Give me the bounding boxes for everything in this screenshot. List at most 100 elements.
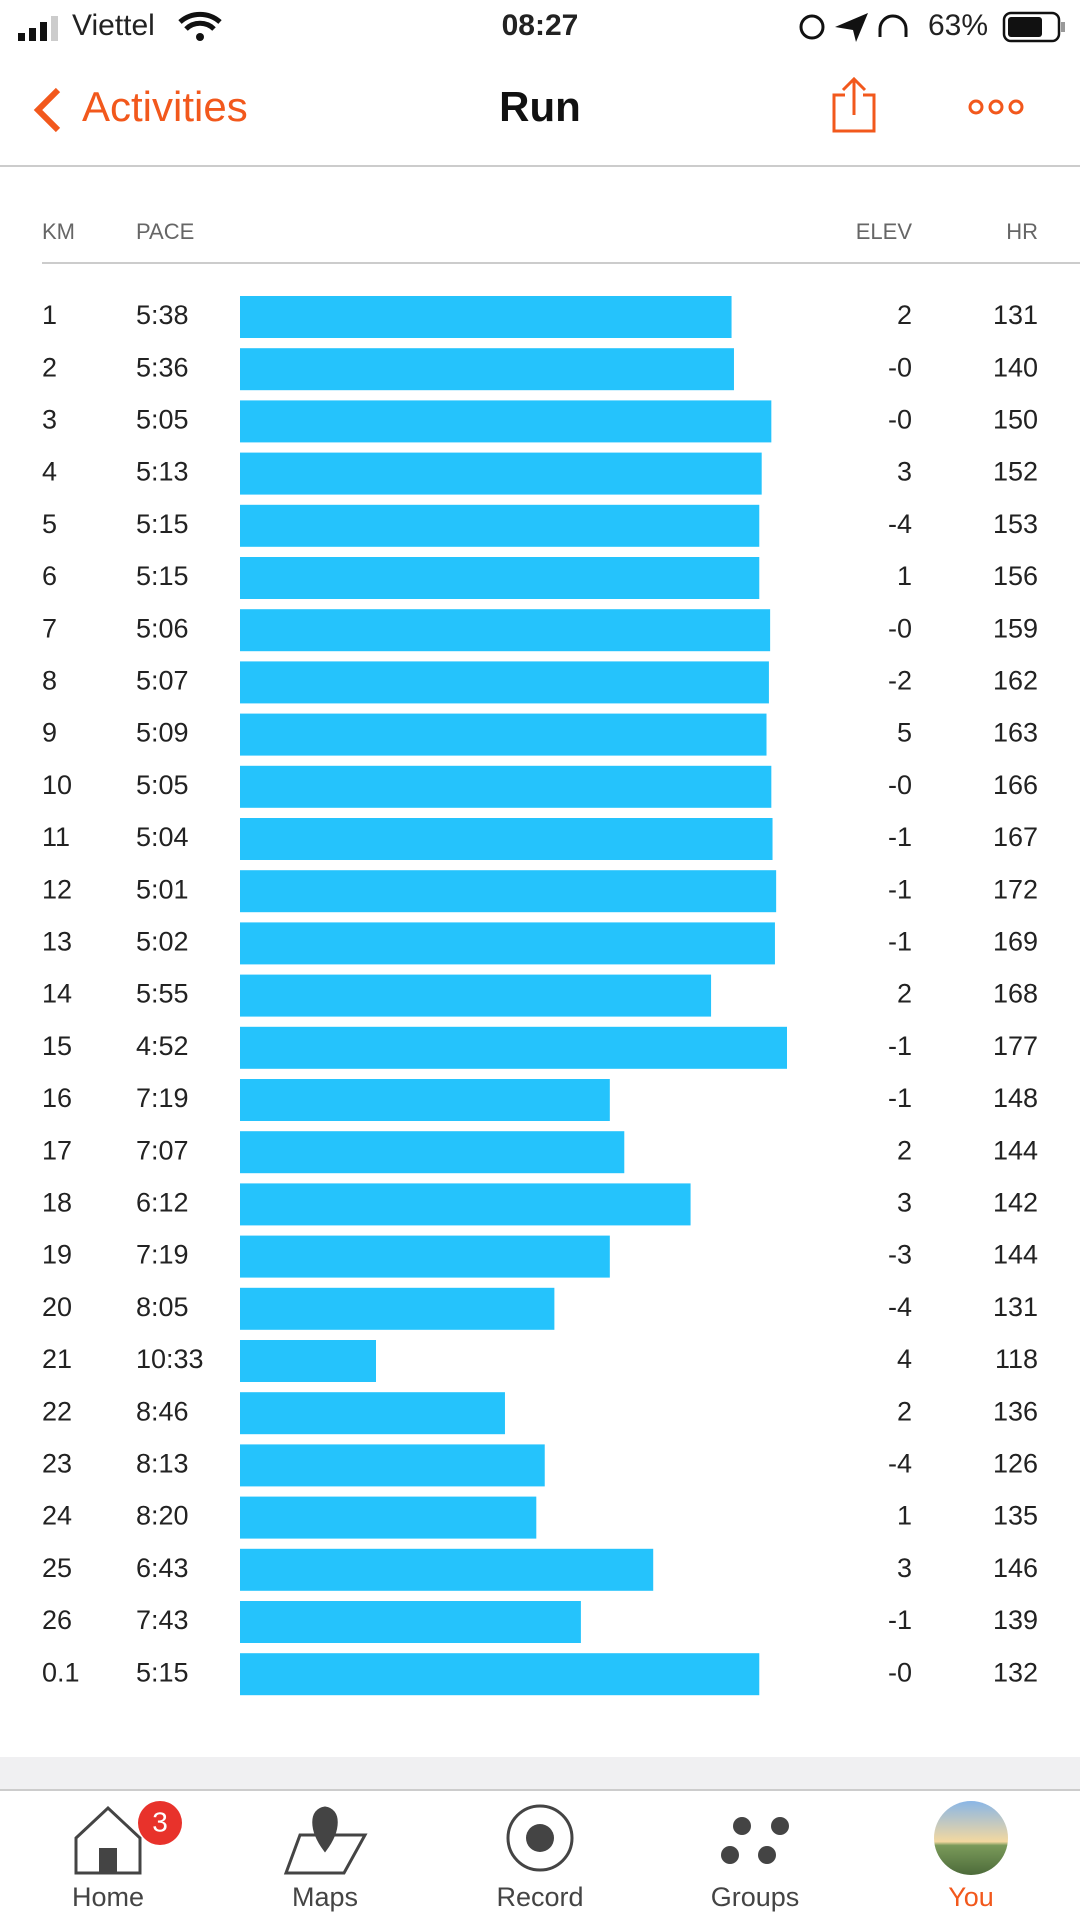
km-cell: 14 bbox=[42, 979, 72, 1009]
tab-label[interactable]: Home bbox=[72, 1882, 144, 1912]
km-cell: 19 bbox=[42, 1240, 72, 1270]
pace-bar bbox=[240, 1496, 537, 1539]
pace-cell: 7:43 bbox=[136, 1605, 189, 1635]
pace-bar bbox=[240, 1026, 787, 1069]
elev-cell: -1 bbox=[888, 1083, 912, 1113]
pace-bar bbox=[240, 609, 771, 652]
clock: 08:27 bbox=[502, 9, 579, 42]
elev-cell: 3 bbox=[897, 1553, 912, 1583]
tab-you-avatar[interactable] bbox=[934, 1801, 1008, 1875]
elev-cell: -1 bbox=[888, 874, 912, 904]
elev-cell: -0 bbox=[888, 770, 912, 800]
pace-cell: 5:02 bbox=[136, 927, 189, 957]
hr-cell: 136 bbox=[993, 1396, 1038, 1426]
more-button[interactable] bbox=[968, 99, 1024, 115]
tab-label[interactable]: You bbox=[948, 1882, 994, 1912]
elev-cell: 3 bbox=[897, 457, 912, 487]
elev-cell: -0 bbox=[888, 1657, 912, 1687]
km-cell: 9 bbox=[42, 718, 57, 748]
elev-cell: 2 bbox=[897, 1396, 912, 1426]
back-button[interactable]: Activities bbox=[82, 83, 248, 130]
km-cell: 0.1 bbox=[42, 1657, 80, 1687]
pace-cell: 5:38 bbox=[136, 300, 189, 330]
elev-cell: -4 bbox=[888, 1449, 912, 1479]
status-bar: Viettel 08:27 63% bbox=[18, 9, 1065, 43]
km-cell: 26 bbox=[42, 1605, 72, 1635]
km-cell: 18 bbox=[42, 1188, 72, 1218]
km-cell: 17 bbox=[42, 1135, 72, 1165]
pace-cell: 8:05 bbox=[136, 1292, 189, 1322]
elev-cell: -1 bbox=[888, 1605, 912, 1635]
pace-bar bbox=[240, 974, 712, 1017]
column-header: ELEV bbox=[856, 219, 913, 244]
elev-cell: -1 bbox=[888, 822, 912, 852]
elev-cell: 1 bbox=[897, 561, 912, 591]
column-header: HR bbox=[1006, 219, 1038, 244]
elev-cell: -0 bbox=[888, 352, 912, 382]
share-button[interactable] bbox=[832, 76, 876, 133]
pace-bar bbox=[240, 1340, 376, 1382]
hr-cell: 139 bbox=[993, 1605, 1038, 1635]
pace-bar bbox=[240, 1653, 760, 1696]
pace-bar bbox=[240, 713, 767, 756]
tab-home[interactable]: 3 bbox=[74, 1801, 182, 1875]
pace-bar bbox=[240, 1183, 691, 1226]
elev-cell: -4 bbox=[888, 1292, 912, 1322]
km-cell: 11 bbox=[42, 822, 70, 852]
km-cell: 23 bbox=[42, 1449, 72, 1479]
pace-bar bbox=[240, 1079, 610, 1121]
km-cell: 13 bbox=[42, 927, 72, 957]
pace-bar bbox=[240, 504, 760, 547]
hr-cell: 166 bbox=[993, 770, 1038, 800]
pace-bar bbox=[240, 557, 760, 599]
hr-cell: 146 bbox=[993, 1553, 1038, 1583]
hr-cell: 162 bbox=[993, 666, 1038, 696]
pace-cell: 10:33 bbox=[136, 1344, 204, 1374]
back-icon[interactable] bbox=[33, 87, 61, 133]
pace-cell: 5:55 bbox=[136, 979, 189, 1009]
tab-groups[interactable] bbox=[721, 1817, 789, 1864]
hr-cell: 118 bbox=[995, 1344, 1038, 1374]
km-cell: 10 bbox=[42, 770, 72, 800]
tab-maps[interactable] bbox=[283, 1806, 368, 1875]
pace-cell: 5:15 bbox=[136, 561, 189, 591]
pace-cell: 5:04 bbox=[136, 822, 189, 852]
elev-cell: 3 bbox=[897, 1188, 912, 1218]
elev-cell: -1 bbox=[888, 1031, 912, 1061]
elev-cell: -0 bbox=[888, 613, 912, 643]
pace-bar bbox=[240, 870, 777, 913]
hr-cell: 148 bbox=[993, 1083, 1038, 1113]
km-cell: 20 bbox=[42, 1292, 72, 1322]
pace-cell: 6:43 bbox=[136, 1553, 189, 1583]
hr-cell: 150 bbox=[993, 405, 1038, 435]
nav-bar: Activities Run bbox=[0, 76, 1080, 167]
elev-cell: -3 bbox=[888, 1240, 912, 1270]
km-cell: 6 bbox=[42, 561, 57, 591]
hr-cell: 153 bbox=[993, 509, 1038, 539]
hr-cell: 168 bbox=[993, 979, 1038, 1009]
tab-label[interactable]: Record bbox=[496, 1882, 583, 1912]
pace-cell: 5:05 bbox=[136, 770, 189, 800]
elev-cell: -0 bbox=[888, 405, 912, 435]
km-cell: 5 bbox=[42, 509, 57, 539]
pace-bar bbox=[240, 1287, 555, 1330]
hr-cell: 140 bbox=[993, 352, 1038, 382]
battery-percent: 63% bbox=[928, 9, 988, 42]
tab-label[interactable]: Maps bbox=[292, 1882, 358, 1912]
hr-cell: 159 bbox=[993, 613, 1038, 643]
pace-cell: 5:15 bbox=[136, 1657, 189, 1687]
km-cell: 25 bbox=[42, 1553, 72, 1583]
pace-bar bbox=[240, 452, 762, 495]
hr-cell: 156 bbox=[993, 561, 1038, 591]
carrier: Viettel bbox=[72, 9, 155, 42]
pace-cell: 5:15 bbox=[136, 509, 189, 539]
tab-record[interactable] bbox=[506, 1804, 574, 1872]
pace-cell: 5:36 bbox=[136, 352, 189, 382]
pace-cell: 8:13 bbox=[136, 1449, 189, 1479]
tab-label[interactable]: Groups bbox=[711, 1882, 800, 1912]
pace-bar bbox=[240, 922, 775, 965]
pace-bar bbox=[240, 1601, 581, 1643]
nav-title: Run bbox=[499, 83, 581, 130]
elev-cell: 2 bbox=[897, 1135, 912, 1165]
